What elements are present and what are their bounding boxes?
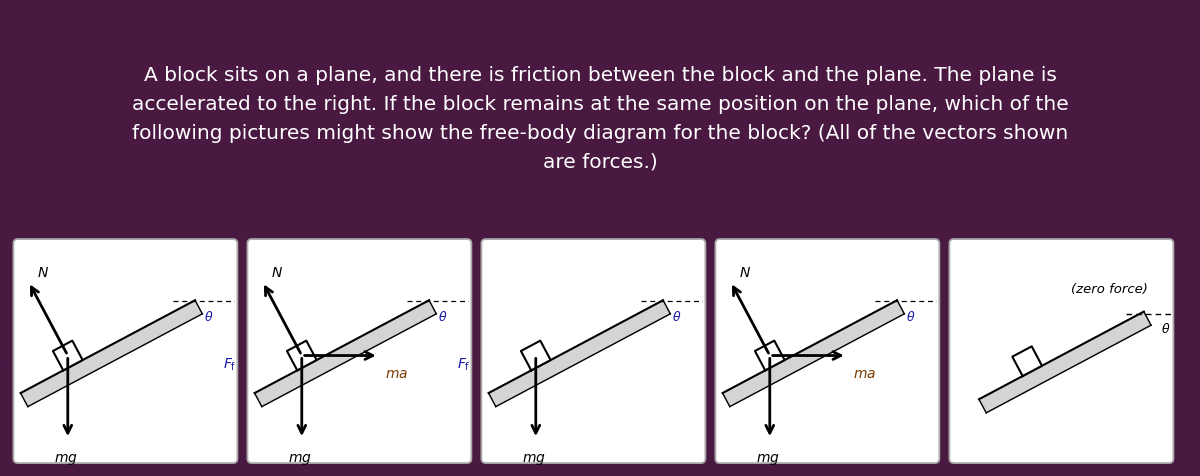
Polygon shape	[722, 300, 905, 407]
Text: A block sits on a plane, and there is friction between the block and the plane. : A block sits on a plane, and there is fr…	[132, 66, 1068, 172]
Polygon shape	[287, 341, 317, 370]
Text: $\theta$: $\theta$	[1162, 322, 1170, 336]
Text: $\theta$: $\theta$	[906, 310, 914, 324]
Text: $\theta$: $\theta$	[204, 310, 212, 324]
Polygon shape	[755, 341, 785, 370]
Polygon shape	[1013, 347, 1042, 376]
Text: $F_\mathsf{f}$: $F_\mathsf{f}$	[0, 357, 4, 373]
Polygon shape	[521, 341, 551, 370]
Text: $N$: $N$	[271, 266, 283, 279]
FancyBboxPatch shape	[949, 239, 1174, 463]
Text: $mg$: $mg$	[288, 452, 312, 467]
Text: $N$: $N$	[739, 266, 751, 279]
Text: $mg$: $mg$	[54, 452, 78, 467]
Text: $F_\mathsf{f}$: $F_\mathsf{f}$	[457, 357, 472, 373]
Polygon shape	[20, 300, 203, 407]
Text: $\theta$: $\theta$	[672, 310, 680, 324]
Polygon shape	[979, 312, 1151, 413]
Text: $N$: $N$	[37, 266, 49, 279]
FancyBboxPatch shape	[715, 239, 940, 463]
Polygon shape	[488, 300, 671, 407]
Polygon shape	[254, 300, 437, 407]
FancyBboxPatch shape	[247, 239, 472, 463]
Text: $ma$: $ma$	[853, 367, 876, 380]
Polygon shape	[53, 341, 83, 370]
Text: $F_\mathsf{f}$: $F_\mathsf{f}$	[223, 357, 238, 373]
Text: $\theta$: $\theta$	[438, 310, 446, 324]
FancyBboxPatch shape	[13, 239, 238, 463]
Text: $mg$: $mg$	[522, 452, 546, 467]
Text: (zero force): (zero force)	[1072, 283, 1148, 296]
FancyBboxPatch shape	[481, 239, 706, 463]
Text: $mg$: $mg$	[756, 452, 780, 467]
Text: $ma$: $ma$	[385, 367, 408, 380]
